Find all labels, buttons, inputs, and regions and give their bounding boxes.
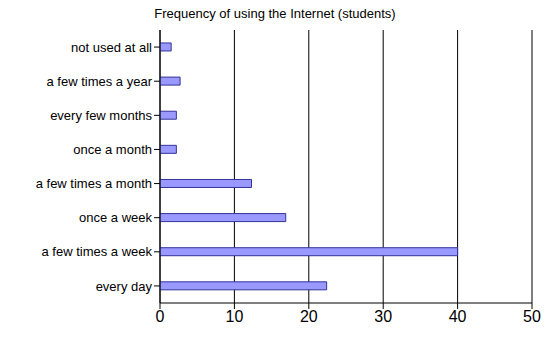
svg-text:50: 50 bbox=[523, 308, 541, 325]
svg-text:30: 30 bbox=[374, 308, 392, 325]
svg-text:40: 40 bbox=[449, 308, 467, 325]
svg-text:10: 10 bbox=[226, 308, 244, 325]
svg-text:not used at all: not used at all bbox=[71, 40, 152, 55]
svg-text:once a month: once a month bbox=[73, 142, 152, 157]
svg-text:every few months: every few months bbox=[50, 108, 152, 123]
svg-text:20: 20 bbox=[300, 308, 318, 325]
svg-text:once a week: once a week bbox=[79, 210, 152, 225]
svg-text:every day: every day bbox=[96, 279, 153, 294]
svg-text:a few times a week: a few times a week bbox=[41, 244, 152, 259]
svg-text:a few times a month: a few times a month bbox=[36, 176, 152, 191]
svg-text:a few times a year: a few times a year bbox=[47, 74, 153, 89]
svg-text:0: 0 bbox=[156, 308, 165, 325]
html-text:Frequency of using the Interne: Frequency of using the Internet (student… bbox=[154, 6, 396, 21]
